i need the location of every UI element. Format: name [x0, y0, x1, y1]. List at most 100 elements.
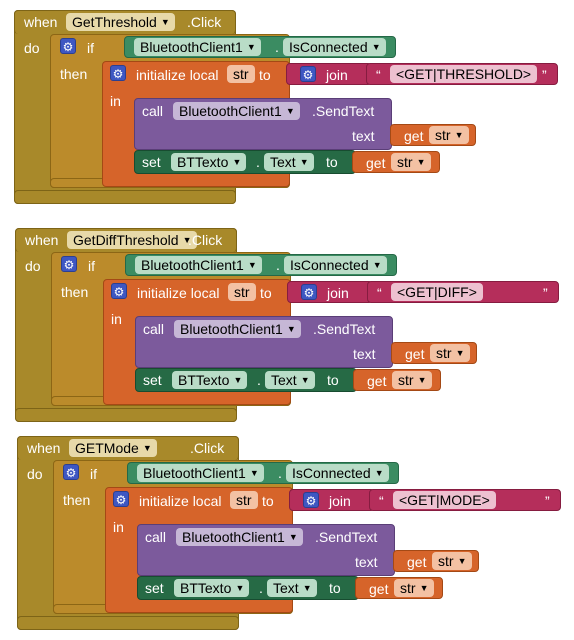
- close-quote: ”: [543, 285, 548, 301]
- chevron-down-icon: ▼: [454, 130, 464, 140]
- is-connected-dropdown[interactable]: IsConnected ▼: [283, 38, 386, 56]
- chevron-down-icon: ▼: [299, 157, 309, 167]
- chevron-down-icon: ▼: [371, 42, 381, 52]
- text-arg-label: text: [353, 346, 376, 362]
- chevron-down-icon: ▼: [416, 157, 426, 167]
- do-label: do: [25, 258, 41, 274]
- chevron-down-icon: ▼: [182, 235, 192, 245]
- gear-icon[interactable]: ⚙: [301, 284, 317, 300]
- then-label: then: [61, 284, 89, 300]
- join-label: join: [326, 67, 348, 83]
- event-component-dropdown[interactable]: GETMode ▼: [69, 439, 157, 457]
- open-quote: “: [376, 67, 381, 83]
- set-label: set: [143, 372, 162, 388]
- event-handler[interactable]: when GETMode ▼ .Click do ⚙ if then Blueto…: [3, 436, 574, 636]
- if-label: if: [90, 466, 97, 482]
- is-connected-dropdown[interactable]: IsConnected ▼: [284, 256, 387, 274]
- bt-component-dropdown[interactable]: BluetoothClient1 ▼: [137, 464, 264, 482]
- event-component-dropdown[interactable]: GetThreshold ▼: [66, 13, 175, 31]
- chevron-down-icon: ▼: [374, 468, 384, 478]
- do-label: do: [24, 40, 40, 56]
- event-component-dropdown[interactable]: GetDiffThreshold ▼: [67, 231, 197, 249]
- get-var-dropdown[interactable]: str ▼: [392, 371, 432, 389]
- in-label: in: [111, 311, 122, 327]
- gear-icon[interactable]: ⚙: [303, 492, 319, 508]
- bt-component-dropdown[interactable]: BluetoothClient1 ▼: [134, 38, 261, 56]
- text-value-field[interactable]: <GET|THRESHOLD>: [390, 65, 538, 83]
- get-label: get: [367, 373, 387, 389]
- gear-icon[interactable]: ⚙: [61, 256, 77, 272]
- event-handler[interactable]: when GetDiffThreshold ▼ .Click do ⚙ if th…: [1, 228, 574, 428]
- set-to-label: to: [326, 154, 338, 170]
- when-label: when: [24, 14, 58, 30]
- local-var-name-field[interactable]: str: [230, 491, 258, 509]
- chevron-down-icon: ▼: [142, 443, 152, 453]
- then-label: then: [60, 66, 88, 82]
- chevron-down-icon: ▼: [300, 375, 310, 385]
- method-label: .SendText: [312, 103, 375, 119]
- bt-component-dropdown[interactable]: BluetoothClient1 ▼: [135, 256, 262, 274]
- gear-icon[interactable]: ⚙: [300, 66, 316, 82]
- is-connected-dropdown[interactable]: IsConnected ▼: [286, 464, 389, 482]
- set-property-dropdown[interactable]: Text ▼: [265, 371, 315, 389]
- event-name-label: .Click: [187, 14, 222, 30]
- get-var-dropdown[interactable]: str ▼: [394, 579, 434, 597]
- chevron-down-icon: ▼: [286, 324, 296, 334]
- dot-label: .: [257, 372, 261, 388]
- get-var-dropdown[interactable]: str ▼: [432, 552, 472, 570]
- gear-icon[interactable]: ⚙: [60, 38, 76, 54]
- chevron-down-icon: ▼: [302, 583, 312, 593]
- gear-icon[interactable]: ⚙: [110, 65, 126, 81]
- call-label: call: [142, 103, 164, 119]
- set-to-label: to: [329, 580, 341, 596]
- chevron-down-icon: ▼: [457, 556, 467, 566]
- event-handler[interactable]: when GetThreshold ▼ .Click do ⚙ if then B…: [0, 10, 574, 210]
- text-arg-label: text: [352, 128, 375, 144]
- text-value-field[interactable]: <GET|MODE>: [393, 491, 496, 509]
- set-target-dropdown[interactable]: BTTexto ▼: [171, 153, 247, 171]
- dot-label: .: [259, 580, 263, 596]
- set-label: set: [145, 580, 164, 596]
- chevron-down-icon: ▼: [285, 106, 295, 116]
- set-label: set: [142, 154, 161, 170]
- get-var-dropdown[interactable]: str ▼: [391, 153, 431, 171]
- in-label: in: [113, 519, 124, 535]
- event-name-label: .Click: [188, 232, 223, 248]
- initialize-local-label: initialize local: [136, 67, 219, 83]
- dot-label: .: [278, 465, 282, 481]
- text-arg-label: text: [355, 554, 378, 570]
- call-component-dropdown[interactable]: BluetoothClient1 ▼: [173, 102, 300, 120]
- dot-label: .: [256, 154, 260, 170]
- chevron-down-icon: ▼: [246, 42, 256, 52]
- join-label: join: [327, 285, 349, 301]
- get-label: get: [407, 554, 427, 570]
- text-value-field[interactable]: <GET|DIFF>: [391, 283, 483, 301]
- gear-icon[interactable]: ⚙: [63, 464, 79, 480]
- initialize-local-label: initialize local: [137, 285, 220, 301]
- set-target-dropdown[interactable]: BTTexto ▼: [174, 579, 250, 597]
- to-label: to: [260, 285, 272, 301]
- set-target-dropdown[interactable]: BTTexto ▼: [172, 371, 248, 389]
- get-label: get: [369, 581, 389, 597]
- chevron-down-icon: ▼: [372, 260, 382, 270]
- local-var-name-field[interactable]: str: [227, 65, 255, 83]
- do-label: do: [27, 466, 43, 482]
- event-name-label: .Click: [190, 440, 225, 456]
- chevron-down-icon: ▼: [233, 375, 243, 385]
- call-label: call: [143, 321, 165, 337]
- get-var-dropdown[interactable]: str ▼: [430, 344, 470, 362]
- call-component-dropdown[interactable]: BluetoothClient1 ▼: [174, 320, 301, 338]
- initialize-local-label: initialize local: [139, 493, 222, 509]
- chevron-down-icon: ▼: [247, 260, 257, 270]
- gear-icon[interactable]: ⚙: [111, 283, 127, 299]
- call-component-dropdown[interactable]: BluetoothClient1 ▼: [176, 528, 303, 546]
- chevron-down-icon: ▼: [160, 17, 170, 27]
- get-var-dropdown[interactable]: str ▼: [429, 126, 469, 144]
- get-label: get: [404, 128, 424, 144]
- set-property-dropdown[interactable]: Text ▼: [267, 579, 317, 597]
- set-property-dropdown[interactable]: Text ▼: [264, 153, 314, 171]
- gear-icon[interactable]: ⚙: [113, 491, 129, 507]
- call-label: call: [145, 529, 167, 545]
- dot-label: .: [276, 257, 280, 273]
- local-var-name-field[interactable]: str: [228, 283, 256, 301]
